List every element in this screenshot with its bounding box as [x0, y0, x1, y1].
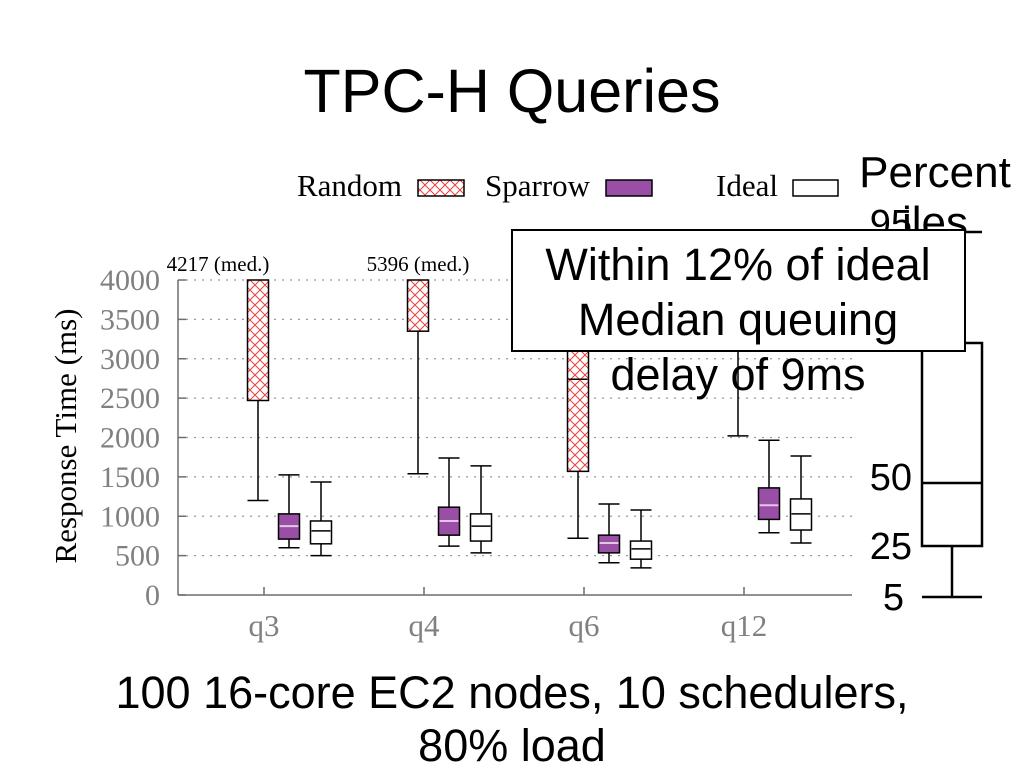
y-tick-label-500: 500	[115, 540, 160, 573]
box-ideal-q3	[309, 520, 333, 545]
boxplot-ideal-q3	[309, 481, 333, 557]
legend-label-sparrow: Sparrow	[485, 168, 591, 203]
callout-line-3: delay of 9ms	[610, 349, 865, 400]
y-tick-label-3000: 3000	[100, 343, 160, 376]
percentile-title-line-1: Percent	[859, 148, 1011, 197]
y-tick-label-3500: 3500	[100, 303, 160, 336]
median-annotation-q4: 5396 (med.)	[367, 252, 470, 276]
percentile-box	[920, 341, 984, 548]
y-axis-label: Response Time (ms)	[48, 309, 83, 564]
box-marks	[246, 279, 813, 569]
percentile-label-5: 5	[883, 577, 904, 619]
x-tick-label-q12: q12	[721, 608, 768, 643]
caption-line-2: 80% load	[418, 720, 606, 768]
boxplot-ideal-q6	[629, 509, 653, 569]
callout-box	[511, 229, 966, 352]
y-tick-label-2000: 2000	[100, 422, 160, 455]
legend-swatch-random	[417, 179, 465, 197]
boxplot-ideal-q4	[469, 465, 493, 554]
percentile-label-25: 25	[870, 526, 912, 568]
x-tick-label-q3: q3	[249, 608, 280, 643]
legend-swatch-sparrow	[605, 179, 653, 197]
boxplot-sparrow-q4	[437, 457, 461, 547]
box-sparrow-q12	[757, 487, 781, 521]
percentile-legend: Percent iles 95 50 25 5	[859, 148, 1011, 619]
median-annotation-q3: 4217 (med.)	[167, 252, 270, 276]
box-ideal-q4	[469, 513, 493, 542]
y-tick-label-4000: 4000	[100, 264, 160, 297]
slide-title: TPC-H Queries	[304, 57, 721, 125]
caption-line-1: 100 16-core EC2 nodes, 10 schedulers,	[116, 667, 909, 718]
boxplot-chart: 0 500 1000 1500 2000 2500 3000 3500 4000 q3 q4 q6 q1…	[48, 252, 852, 643]
boxplot-sparrow-q12	[757, 439, 781, 534]
box-ideal-q6	[629, 540, 653, 560]
y-tick-label-2500: 2500	[100, 382, 160, 415]
axis-ticks: 0 500 1000 1500 2000 2500 3000 3500 4000 q3 q4 q6 q1…	[100, 264, 767, 643]
chart-legend: Random Sparrow Ideal	[297, 168, 839, 203]
box-random-q3	[246, 279, 270, 402]
y-tick-label-1000: 1000	[100, 500, 160, 533]
callout: Within 12% of ideal Median queuing delay…	[511, 229, 966, 400]
boxplot-ideal-q12	[789, 455, 813, 544]
y-tick-label-0: 0	[145, 579, 160, 612]
boxplot-sparrow-q6	[597, 503, 621, 564]
y-tick-label-1500: 1500	[100, 461, 160, 494]
callout-line-2: Median queuing	[578, 294, 898, 345]
boxplot-random-q3	[246, 279, 270, 502]
legend-label-random: Random	[297, 168, 402, 203]
boxplot-sparrow-q3	[277, 474, 301, 549]
percentile-label-50: 50	[870, 457, 912, 499]
x-tick-label-q4: q4	[409, 608, 441, 643]
x-tick-label-q6: q6	[569, 608, 600, 643]
legend-swatch-ideal	[792, 179, 839, 197]
legend-label-ideal: Ideal	[716, 168, 778, 203]
boxplot-random-q4	[406, 279, 430, 475]
box-random-q4	[406, 279, 430, 332]
callout-line-1: Within 12% of ideal	[545, 239, 930, 290]
